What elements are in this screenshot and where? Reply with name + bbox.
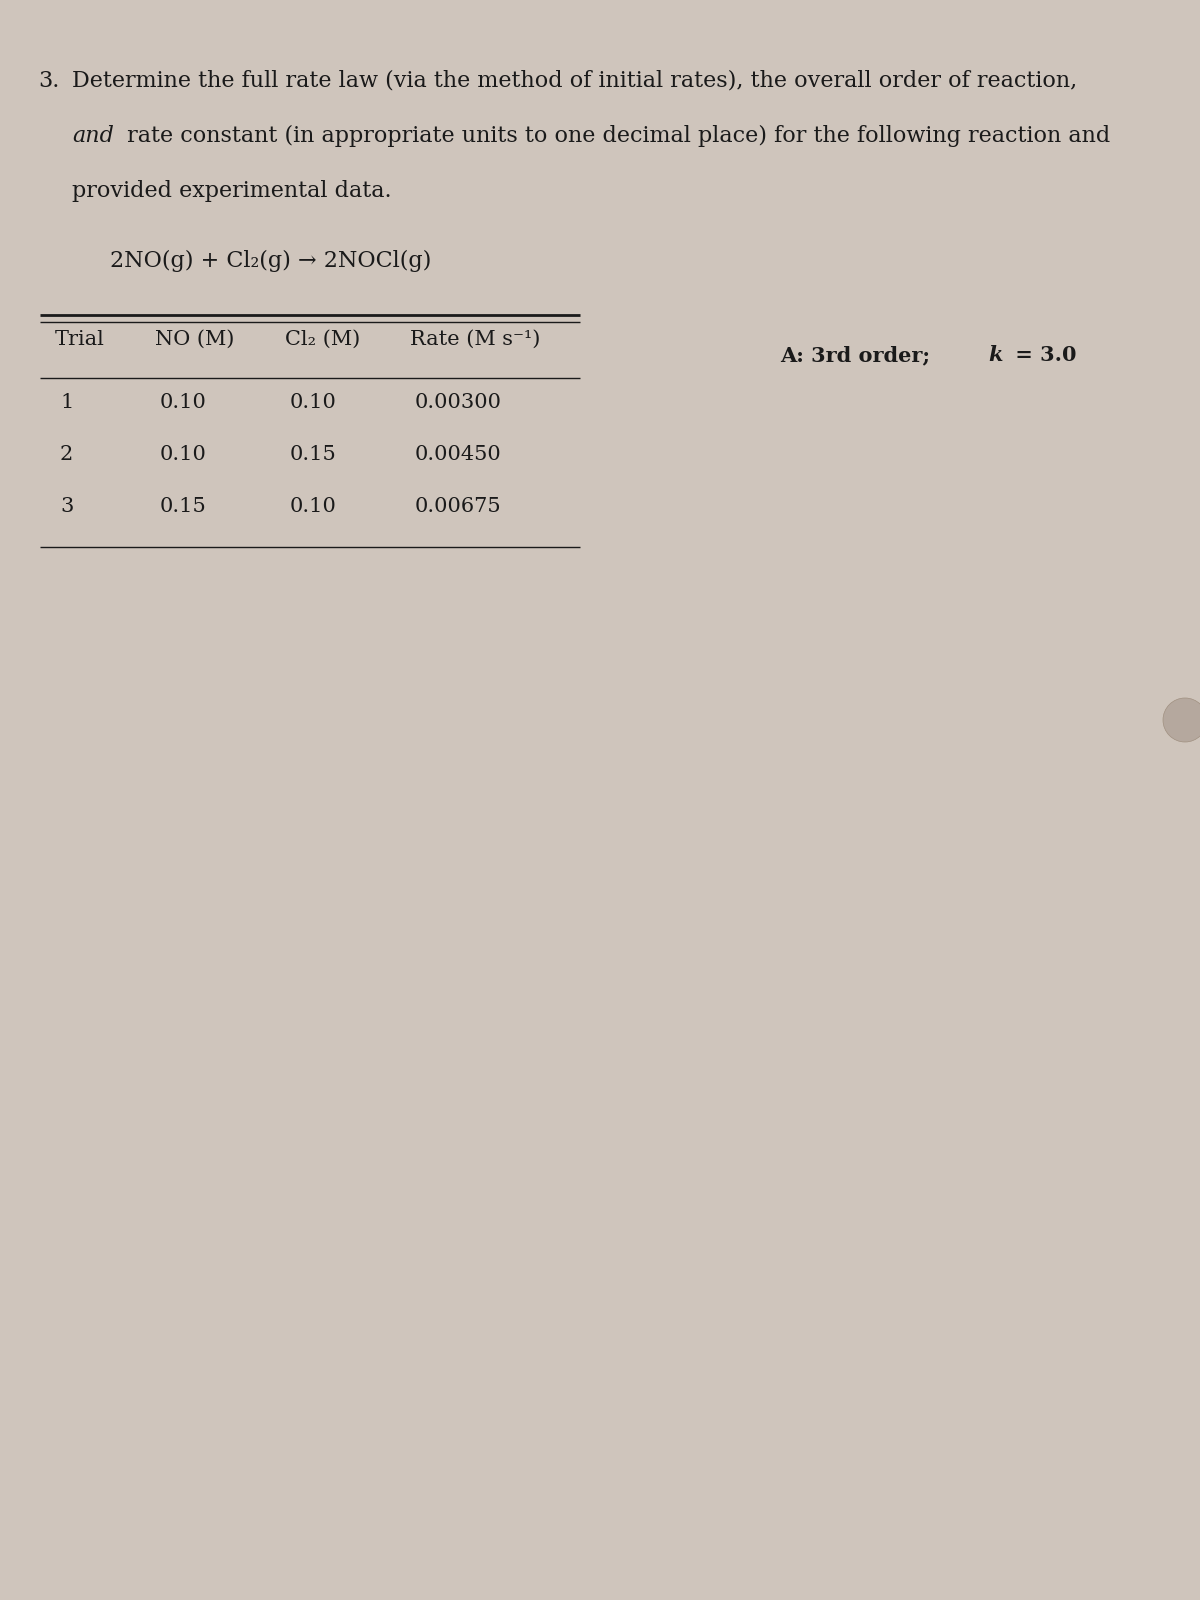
Text: 0.15: 0.15 xyxy=(160,498,206,517)
Text: 0.10: 0.10 xyxy=(160,394,206,413)
Text: 0.00675: 0.00675 xyxy=(415,498,502,517)
Text: 1: 1 xyxy=(60,394,73,413)
Text: 3.: 3. xyxy=(38,70,59,91)
Text: = 3.0: = 3.0 xyxy=(1008,346,1076,365)
Text: 0.10: 0.10 xyxy=(290,394,337,413)
Text: k: k xyxy=(988,346,1002,365)
Text: 0.10: 0.10 xyxy=(290,498,337,517)
Text: 0.00450: 0.00450 xyxy=(415,445,502,464)
Text: NO (M): NO (M) xyxy=(155,330,234,349)
Text: provided experimental data.: provided experimental data. xyxy=(72,179,391,202)
Text: 0.10: 0.10 xyxy=(160,445,206,464)
Text: A: 3rd order;: A: 3rd order; xyxy=(780,346,937,365)
Text: 2NO(g) + Cl₂(g) → 2NOCl(g): 2NO(g) + Cl₂(g) → 2NOCl(g) xyxy=(110,250,431,272)
Text: Trial: Trial xyxy=(55,330,104,349)
Text: and: and xyxy=(72,125,114,147)
Text: 3: 3 xyxy=(60,498,73,517)
Text: rate constant (in appropriate units to one decimal place) for the following reac: rate constant (in appropriate units to o… xyxy=(120,125,1110,147)
Circle shape xyxy=(1163,698,1200,742)
Text: 2: 2 xyxy=(60,445,73,464)
Text: 0.15: 0.15 xyxy=(290,445,337,464)
Text: 0.00300: 0.00300 xyxy=(415,394,502,413)
Text: Cl₂ (M): Cl₂ (M) xyxy=(286,330,360,349)
Text: Rate (M s⁻¹): Rate (M s⁻¹) xyxy=(410,330,540,349)
Text: Determine the full rate law (via the method of initial rates), the overall order: Determine the full rate law (via the met… xyxy=(72,70,1078,91)
